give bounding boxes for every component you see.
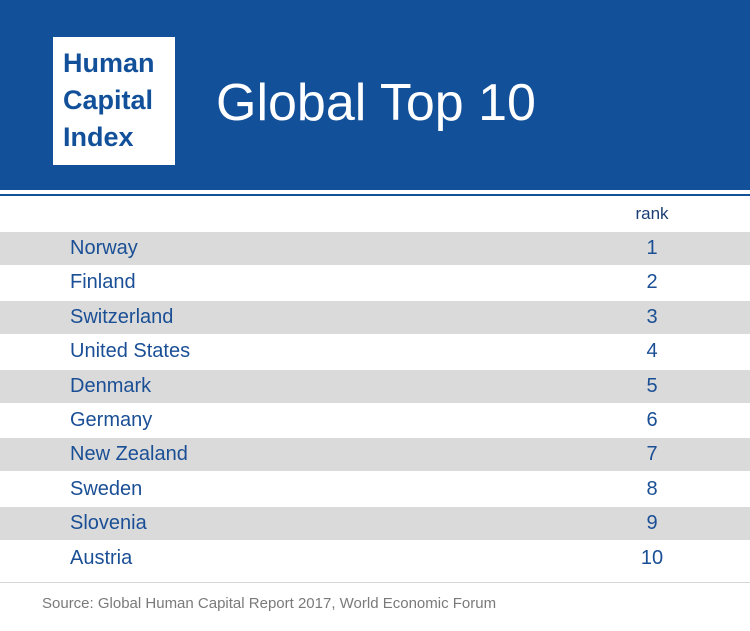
table-row: Finland 2 — [0, 266, 750, 299]
table-row: Denmark 5 — [0, 369, 750, 403]
footer-divider — [0, 582, 750, 583]
rank-value: 3 — [646, 305, 658, 328]
rank-value: 6 — [646, 409, 658, 431]
country-name: New Zealand — [70, 443, 188, 466]
page-title: Global Top 10 — [216, 74, 536, 132]
rank-value: 2 — [646, 271, 658, 294]
rank-column-header: rank — [635, 204, 669, 223]
table-row: United States 4 — [0, 335, 750, 368]
country-name: Finland — [70, 271, 136, 294]
logo-line-3: Index — [63, 122, 134, 152]
table-row: Switzerland 3 — [0, 300, 750, 334]
logo-line-2: Capital — [63, 85, 154, 115]
country-name: Sweden — [70, 477, 143, 500]
rank-value: 8 — [646, 477, 658, 500]
table-row: Norway 1 — [0, 232, 750, 265]
country-name: Austria — [70, 546, 133, 569]
table-row: Sweden 8 — [0, 473, 750, 506]
header-divider — [0, 194, 750, 196]
country-name: United States — [70, 340, 191, 363]
country-name: Norway — [70, 237, 138, 259]
rank-value: 5 — [646, 374, 658, 397]
country-name: Switzerland — [70, 305, 174, 328]
table-row: Slovenia 9 — [0, 507, 750, 541]
source-note: Source: Global Human Capital Report 2017… — [42, 595, 497, 612]
hci-logo: Human Capital Index — [53, 37, 175, 165]
rank-value: 4 — [646, 340, 658, 363]
rank-value: 1 — [646, 237, 658, 259]
logo-line-1: Human — [63, 48, 155, 78]
header-banner: Human Capital Index Global Top 10 — [0, 0, 750, 190]
country-name: Slovenia — [70, 512, 147, 535]
rank-value: 10 — [640, 546, 664, 569]
table-row: Austria 10 — [0, 542, 750, 575]
table-row: Germany 6 — [0, 404, 750, 437]
rank-value: 9 — [646, 512, 658, 535]
country-name: Denmark — [70, 374, 152, 397]
country-name: Germany — [70, 409, 153, 431]
rank-value: 7 — [646, 443, 658, 466]
table-row: New Zealand 7 — [0, 438, 750, 472]
